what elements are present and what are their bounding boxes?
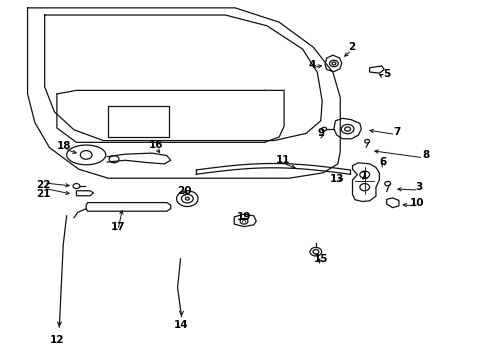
- Text: 8: 8: [422, 150, 429, 160]
- Text: 11: 11: [276, 155, 291, 165]
- Text: 6: 6: [379, 157, 387, 167]
- Text: 22: 22: [36, 180, 51, 190]
- Text: 10: 10: [410, 198, 424, 208]
- Text: 13: 13: [330, 174, 344, 184]
- Bar: [108, 107, 169, 137]
- Text: 15: 15: [314, 254, 328, 264]
- Text: 17: 17: [111, 222, 125, 232]
- Text: 20: 20: [177, 186, 191, 197]
- Text: 14: 14: [174, 320, 189, 330]
- Text: 2: 2: [348, 42, 355, 52]
- Text: 7: 7: [393, 127, 400, 136]
- Text: 21: 21: [36, 189, 51, 199]
- Text: 1: 1: [361, 171, 368, 181]
- Text: 9: 9: [317, 129, 324, 138]
- Text: 19: 19: [237, 212, 251, 221]
- Text: 16: 16: [149, 140, 163, 150]
- Text: 4: 4: [309, 60, 316, 70]
- Text: 3: 3: [415, 182, 422, 192]
- Text: 12: 12: [49, 334, 64, 345]
- Text: 18: 18: [57, 141, 72, 151]
- Text: 5: 5: [383, 69, 391, 79]
